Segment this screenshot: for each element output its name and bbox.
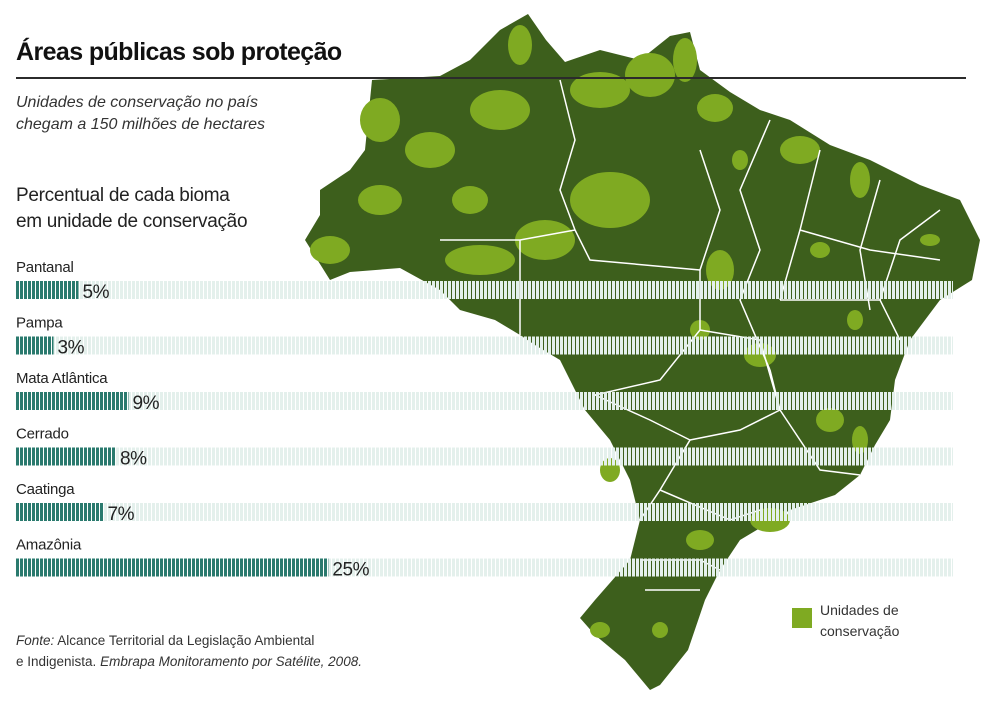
source-line-2-italic: Embrapa Monitoramento por Satélite, 2008… bbox=[100, 654, 362, 669]
bar-cerrado bbox=[16, 447, 116, 466]
chart-title-line-2: em unidade de conservação bbox=[16, 211, 248, 232]
category-label: Pantanal bbox=[16, 259, 74, 276]
value-label: 8% bbox=[120, 449, 147, 470]
bar-caatinga bbox=[16, 503, 104, 521]
subtitle-line-2: chegam a 150 milhões de hectares bbox=[16, 116, 266, 133]
chart-title-line-1: Percentual de cada bioma bbox=[16, 185, 230, 206]
legend-label-line-1: Unidades de bbox=[820, 602, 899, 618]
source-line-2: e Indigenista. bbox=[16, 654, 101, 669]
bar-track bbox=[16, 392, 953, 410]
bar-mata-atlântica bbox=[16, 392, 129, 410]
bar-amazônia bbox=[16, 558, 329, 577]
bar-track bbox=[16, 447, 953, 466]
source-note: Fonte: Alcance Territorial da Legislação… bbox=[16, 630, 362, 672]
category-label: Pampa bbox=[16, 315, 63, 332]
value-label: 5% bbox=[82, 282, 109, 303]
source-line-1: Alcance Territorial da Legislação Ambien… bbox=[54, 633, 315, 648]
legend-label-line-2: conservação bbox=[820, 623, 900, 639]
category-label: Amazônia bbox=[16, 537, 82, 554]
value-label: 25% bbox=[332, 560, 369, 581]
category-label: Mata Atlântica bbox=[16, 370, 108, 387]
title-divider bbox=[16, 77, 966, 79]
category-label: Cerrado bbox=[16, 426, 69, 443]
value-label: 9% bbox=[132, 393, 159, 414]
bar-track bbox=[16, 281, 953, 299]
legend-label: Unidades de conservação bbox=[820, 600, 920, 642]
page-title: Áreas públicas sob proteção bbox=[16, 38, 342, 66]
bar-track bbox=[16, 503, 953, 521]
source-prefix: Fonte: bbox=[16, 633, 55, 648]
bar-track bbox=[16, 336, 953, 355]
chart-title: Percentual de cada bioma em unidade de c… bbox=[16, 183, 248, 235]
subtitle: Unidades de conservação no país chegam a… bbox=[16, 92, 346, 136]
legend-swatch bbox=[792, 608, 812, 628]
value-label: 7% bbox=[107, 504, 134, 525]
value-label: 3% bbox=[57, 338, 84, 359]
subtitle-line-1: Unidades de conservação no país bbox=[16, 94, 258, 111]
category-label: Caatinga bbox=[16, 481, 75, 498]
bar-pampa bbox=[16, 336, 54, 355]
bar-pantanal bbox=[16, 281, 79, 299]
